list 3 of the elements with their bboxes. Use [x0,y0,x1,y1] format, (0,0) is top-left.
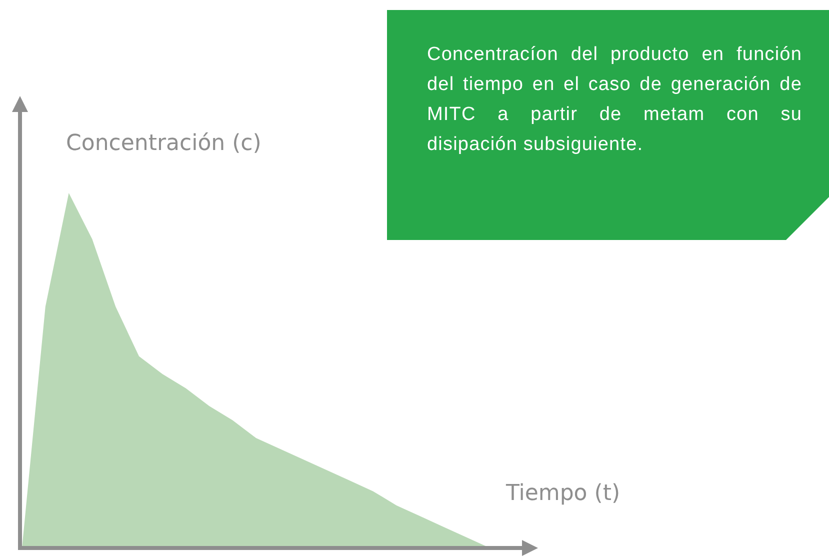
y-axis-title: Concentración (c) [66,131,262,156]
text: Concentracíon del producto en función del tiempo en el caso de generación de MITC a partir de metam con su disipación subsiguiente. [427,43,802,157]
x-axis-title: Tiempo (t) [505,481,620,506]
